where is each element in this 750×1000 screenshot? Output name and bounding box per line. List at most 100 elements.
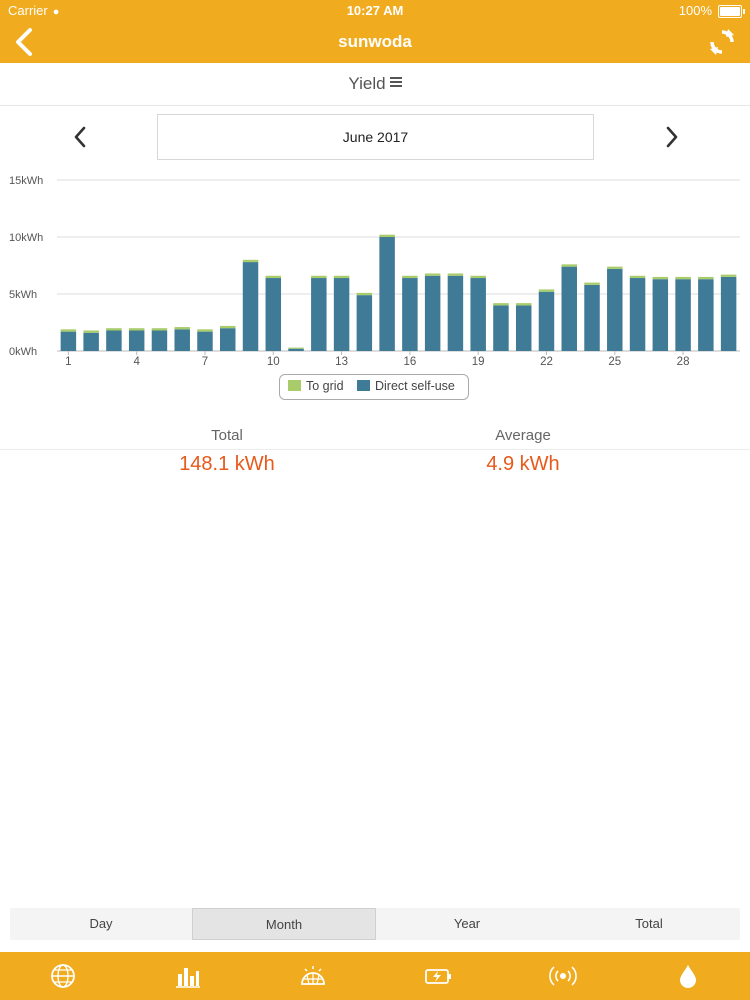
- bar-direct-self-use[interactable]: [538, 291, 555, 351]
- wireless-signal-icon: [548, 966, 577, 986]
- tab-month[interactable]: Month: [192, 908, 376, 940]
- refresh-button[interactable]: [706, 26, 738, 58]
- bar-to-grid[interactable]: [83, 330, 99, 333]
- bar-to-grid[interactable]: [379, 234, 395, 237]
- bar-direct-self-use[interactable]: [128, 330, 145, 351]
- bar-to-grid[interactable]: [60, 329, 77, 332]
- bar-to-grid[interactable]: [311, 275, 327, 279]
- average-value: 4.9 kWh: [486, 453, 560, 475]
- bar-direct-self-use[interactable]: [402, 278, 418, 351]
- tab-communication[interactable]: [500, 952, 625, 1000]
- bar-direct-self-use[interactable]: [288, 348, 304, 351]
- bar-direct-self-use[interactable]: [629, 278, 646, 351]
- bar-to-grid[interactable]: [356, 292, 373, 296]
- x-tick-label: 25: [608, 356, 621, 368]
- tab-yield[interactable]: [125, 952, 250, 1000]
- x-tick-label: 13: [335, 356, 348, 368]
- summary-divider: [0, 449, 750, 450]
- back-button[interactable]: [8, 24, 44, 60]
- bar-direct-self-use[interactable]: [197, 331, 213, 351]
- bar-to-grid[interactable]: [515, 303, 532, 306]
- bar-to-grid[interactable]: [288, 347, 304, 349]
- next-month-button[interactable]: [656, 120, 686, 154]
- chevron-left-icon: [16, 28, 32, 56]
- bar-direct-self-use[interactable]: [106, 330, 122, 351]
- bar-direct-self-use[interactable]: [333, 278, 350, 351]
- month-picker[interactable]: June 2017: [157, 114, 594, 160]
- bar-direct-self-use[interactable]: [493, 305, 509, 351]
- bar-direct-self-use[interactable]: [151, 330, 168, 351]
- y-tick-label: 0kWh: [9, 346, 37, 358]
- bar-to-grid[interactable]: [265, 275, 282, 279]
- bar-to-grid[interactable]: [607, 266, 623, 269]
- bar-direct-self-use[interactable]: [652, 279, 669, 351]
- bar-direct-self-use[interactable]: [515, 305, 532, 351]
- yield-summary: Total Average 148.1 kWh 4.9 kWh: [0, 425, 750, 485]
- bar-to-grid[interactable]: [720, 274, 737, 277]
- bar-to-grid[interactable]: [197, 329, 213, 332]
- bar-direct-self-use[interactable]: [60, 331, 77, 351]
- period-tabs: Day Month Year Total: [10, 908, 740, 940]
- bar-direct-self-use[interactable]: [720, 276, 737, 351]
- bar-direct-self-use[interactable]: [447, 275, 464, 351]
- bar-direct-self-use[interactable]: [311, 278, 327, 351]
- bar-to-grid[interactable]: [675, 276, 691, 280]
- tab-day[interactable]: Day: [89, 916, 113, 931]
- bar-to-grid[interactable]: [174, 327, 190, 330]
- bar-direct-self-use[interactable]: [174, 329, 190, 351]
- legend-item-to-grid[interactable]: To grid: [288, 379, 344, 393]
- bar-direct-self-use[interactable]: [607, 268, 623, 351]
- yield-selector[interactable]: Yield: [348, 74, 402, 94]
- bar-to-grid[interactable]: [424, 273, 441, 276]
- legend-item-direct-self-use[interactable]: Direct self-use: [357, 379, 455, 393]
- bottom-tab-bar: [0, 952, 750, 1000]
- bar-to-grid[interactable]: [584, 282, 600, 285]
- bar-to-grid[interactable]: [538, 289, 555, 292]
- bar-to-grid[interactable]: [447, 273, 464, 276]
- bar-direct-self-use[interactable]: [584, 284, 600, 351]
- bar-direct-self-use[interactable]: [265, 278, 282, 351]
- bar-direct-self-use[interactable]: [356, 295, 373, 351]
- refresh-icon: [710, 29, 734, 55]
- bar-direct-self-use[interactable]: [698, 279, 714, 351]
- bar-to-grid[interactable]: [629, 275, 646, 279]
- bar-to-grid[interactable]: [561, 264, 577, 267]
- bar-to-grid[interactable]: [402, 275, 418, 279]
- y-tick-label: 10kWh: [9, 232, 43, 244]
- nav-bar: sunwoda: [0, 22, 750, 63]
- wifi-icon: ●: [52, 6, 60, 18]
- x-tick-label: 16: [403, 356, 416, 368]
- yield-label: Yield: [348, 74, 386, 93]
- tab-water[interactable]: [625, 952, 750, 1000]
- tab-battery[interactable]: [375, 952, 500, 1000]
- bar-direct-self-use[interactable]: [424, 275, 441, 351]
- bar-direct-self-use[interactable]: [242, 262, 259, 351]
- app-title: sunwoda: [338, 32, 412, 51]
- bar-to-grid[interactable]: [242, 259, 259, 263]
- tab-solar[interactable]: [250, 952, 375, 1000]
- bar-to-grid[interactable]: [106, 328, 122, 331]
- bar-to-grid[interactable]: [493, 303, 509, 306]
- chart-legend: To grid Direct self-use: [279, 374, 469, 400]
- bar-to-grid[interactable]: [220, 325, 236, 329]
- bar-to-grid[interactable]: [652, 276, 669, 280]
- carrier-text: Carrier: [8, 3, 48, 18]
- bar-direct-self-use[interactable]: [561, 266, 577, 351]
- legend-swatch-direct-self-use: [357, 380, 370, 391]
- tab-year[interactable]: Year: [453, 916, 481, 931]
- bar-direct-self-use[interactable]: [379, 237, 395, 351]
- bar-direct-self-use[interactable]: [220, 328, 236, 351]
- bar-direct-self-use[interactable]: [83, 332, 99, 351]
- bar-direct-self-use[interactable]: [675, 279, 691, 351]
- bar-to-grid[interactable]: [698, 276, 714, 280]
- bar-to-grid[interactable]: [333, 275, 350, 279]
- bar-to-grid[interactable]: [128, 328, 145, 331]
- tab-total[interactable]: Total: [635, 916, 663, 931]
- water-drop-icon: [679, 965, 696, 988]
- tab-overview[interactable]: [0, 952, 125, 1000]
- chevron-left-icon: [74, 126, 86, 148]
- previous-month-button[interactable]: [66, 120, 96, 154]
- bar-direct-self-use[interactable]: [470, 278, 486, 351]
- bar-to-grid[interactable]: [151, 328, 168, 331]
- bar-to-grid[interactable]: [470, 275, 486, 279]
